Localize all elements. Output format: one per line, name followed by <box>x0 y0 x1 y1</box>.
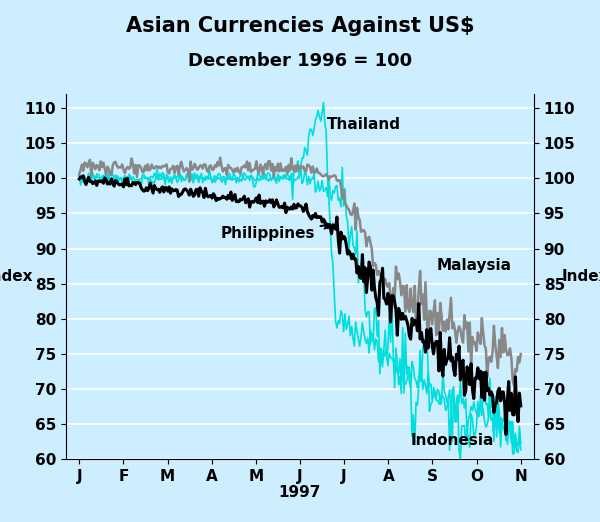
Text: Philippines: Philippines <box>221 222 330 241</box>
Text: Thailand: Thailand <box>326 117 400 132</box>
Text: Indonesia: Indonesia <box>410 433 494 448</box>
Text: Malaysia: Malaysia <box>437 258 512 272</box>
Text: 1997: 1997 <box>279 485 321 500</box>
Text: Index: Index <box>562 269 600 284</box>
Text: Index: Index <box>0 269 34 284</box>
Text: December 1996 = 100: December 1996 = 100 <box>188 52 412 70</box>
Text: Asian Currencies Against US$: Asian Currencies Against US$ <box>126 16 474 35</box>
